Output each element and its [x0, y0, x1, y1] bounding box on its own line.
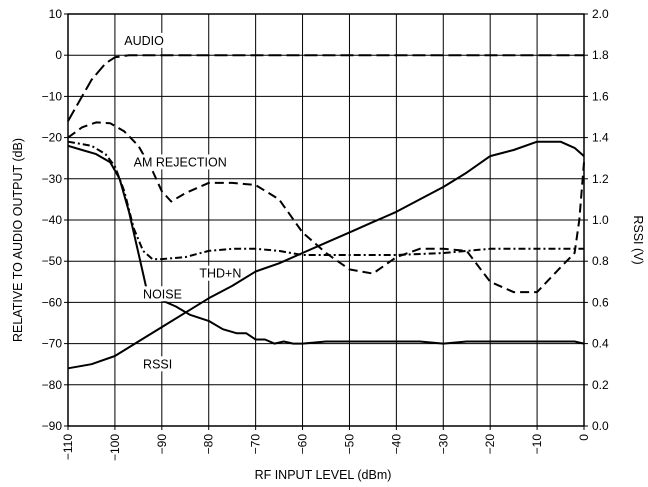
y-tick-label: 0 — [55, 48, 62, 62]
annotations-layer: AUDIO AM REJECTION THD+N NOISE RSSI — [122, 32, 241, 372]
x-tick-label: −50 — [342, 434, 356, 455]
x-tick-label: −110 — [61, 434, 75, 460]
x-tick-label: 0 — [577, 434, 591, 441]
y-tick-label: −80 — [42, 378, 63, 392]
x-axis-label: RF INPUT LEVEL (dBm) — [255, 468, 392, 482]
annotation-background — [141, 286, 183, 302]
y2-tick-label: 0.0 — [592, 419, 609, 433]
y-tick-label: −90 — [42, 419, 63, 433]
y2-tick-label: 1.4 — [592, 131, 609, 145]
annotation-am-rejection: AM REJECTION — [134, 155, 227, 169]
x-tick-label: −30 — [436, 434, 450, 455]
x-tick-label: −70 — [249, 434, 263, 455]
x-tick-label: −90 — [155, 434, 169, 455]
series-layer — [67, 54, 585, 370]
series-line-audio — [67, 54, 584, 122]
x-tick-label: −20 — [483, 434, 497, 455]
y-tick-label: −60 — [42, 295, 63, 309]
y2-tick-label: 1.0 — [592, 213, 609, 227]
y-tick-label: −50 — [42, 254, 63, 268]
annotation-background — [197, 265, 239, 281]
y-axis-label: RELATIVE TO AUDIO OUTPUT (dB) — [11, 138, 25, 342]
y2-tick-label: 1.8 — [592, 48, 609, 62]
x-tick-label: −60 — [296, 434, 310, 455]
annotation-noise: NOISE — [143, 287, 182, 301]
series-line-rssi — [67, 140, 585, 370]
x-tick-label: −10 — [530, 434, 544, 455]
annotation-thd-n: THD+N — [199, 267, 241, 281]
ticks-layer: −110 −100 −90 −80 −70 −60 −50 −40 −30 −20 −10 0100−… — [42, 7, 609, 461]
y2-tick-label: 0.8 — [592, 254, 609, 268]
y2-tick-label: 0.4 — [592, 337, 609, 351]
y2-tick-label: 1.2 — [592, 172, 609, 186]
annotation-rssi: RSSI — [143, 357, 172, 371]
annotation-audio: AUDIO — [124, 34, 164, 48]
y2-tick-label: 0.2 — [592, 378, 609, 392]
y-tick-label: −40 — [42, 213, 63, 227]
annotation-background — [122, 32, 164, 48]
y-tick-label: −10 — [42, 89, 63, 103]
x-tick-label: −100 — [108, 434, 122, 461]
series-line-noise — [67, 144, 585, 345]
y-tick-label: −20 — [42, 131, 63, 145]
annotation-background — [141, 356, 174, 372]
x-tick-label: −40 — [389, 434, 403, 455]
y2-tick-label: 0.6 — [592, 295, 609, 309]
series-line-am-rejection — [67, 121, 585, 294]
y2-axis-label: RSSI (V) — [631, 215, 645, 264]
y2-tick-label: 1.6 — [592, 89, 609, 103]
y-tick-label: −70 — [42, 337, 63, 351]
y2-tick-label: 2.0 — [592, 7, 609, 21]
x-tick-label: −80 — [202, 434, 216, 455]
annotation-background — [131, 154, 231, 170]
y-tick-label: 10 — [49, 7, 63, 21]
y-tick-label: −30 — [42, 172, 63, 186]
